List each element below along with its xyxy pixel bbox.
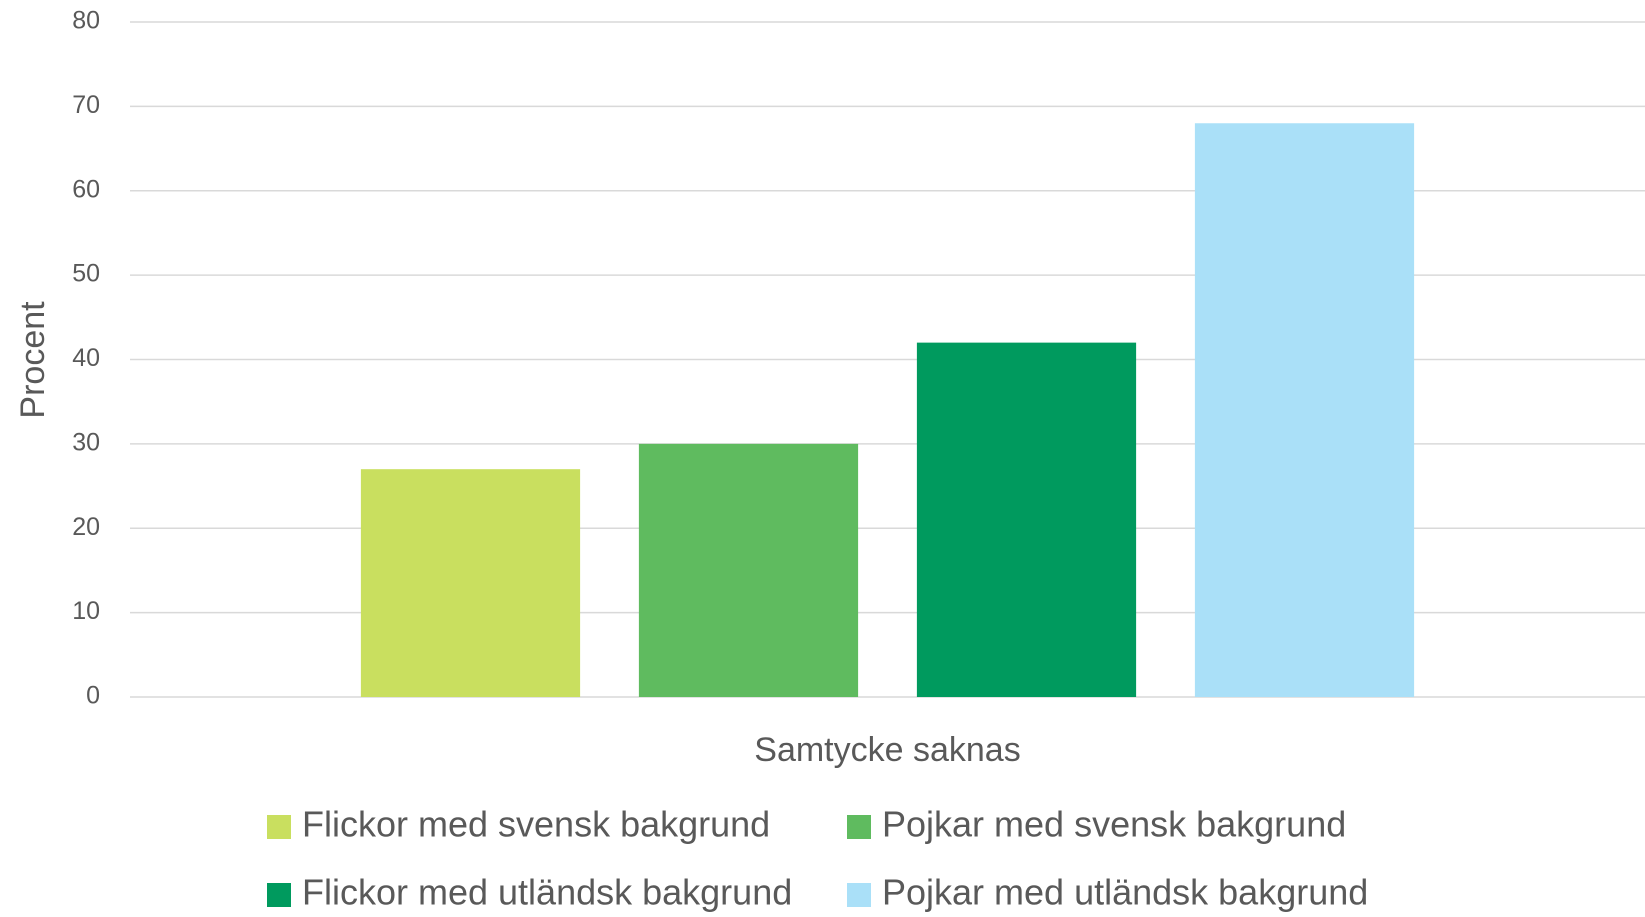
y-tick-label: 50 [72, 260, 100, 288]
y-tick-label: 30 [72, 428, 100, 456]
legend-label: Pojkar med utländsk bakgrund [882, 872, 1368, 913]
y-tick-label: 0 [86, 682, 100, 710]
x-tick-label: Samtycke saknas [754, 731, 1020, 769]
y-tick-label: 40 [72, 344, 100, 372]
legend-swatch [847, 815, 871, 839]
y-tick-label: 10 [72, 597, 100, 625]
legend-swatch [267, 815, 291, 839]
y-tick-label: 20 [72, 513, 100, 541]
y-tick-label: 60 [72, 175, 100, 203]
legend-label: Flickor med svensk bakgrund [302, 804, 770, 845]
legend-label: Pojkar med svensk bakgrund [882, 804, 1346, 845]
legend-swatch [847, 883, 871, 907]
bar [638, 443, 859, 697]
bar [916, 342, 1137, 697]
bar [360, 469, 581, 697]
legend-swatch [267, 883, 291, 907]
y-tick-label: 70 [72, 91, 100, 119]
y-axis-label: Procent [14, 301, 52, 419]
y-tick-label: 80 [72, 7, 100, 35]
bar [1194, 123, 1415, 697]
legend-label: Flickor med utländsk bakgrund [302, 872, 792, 913]
